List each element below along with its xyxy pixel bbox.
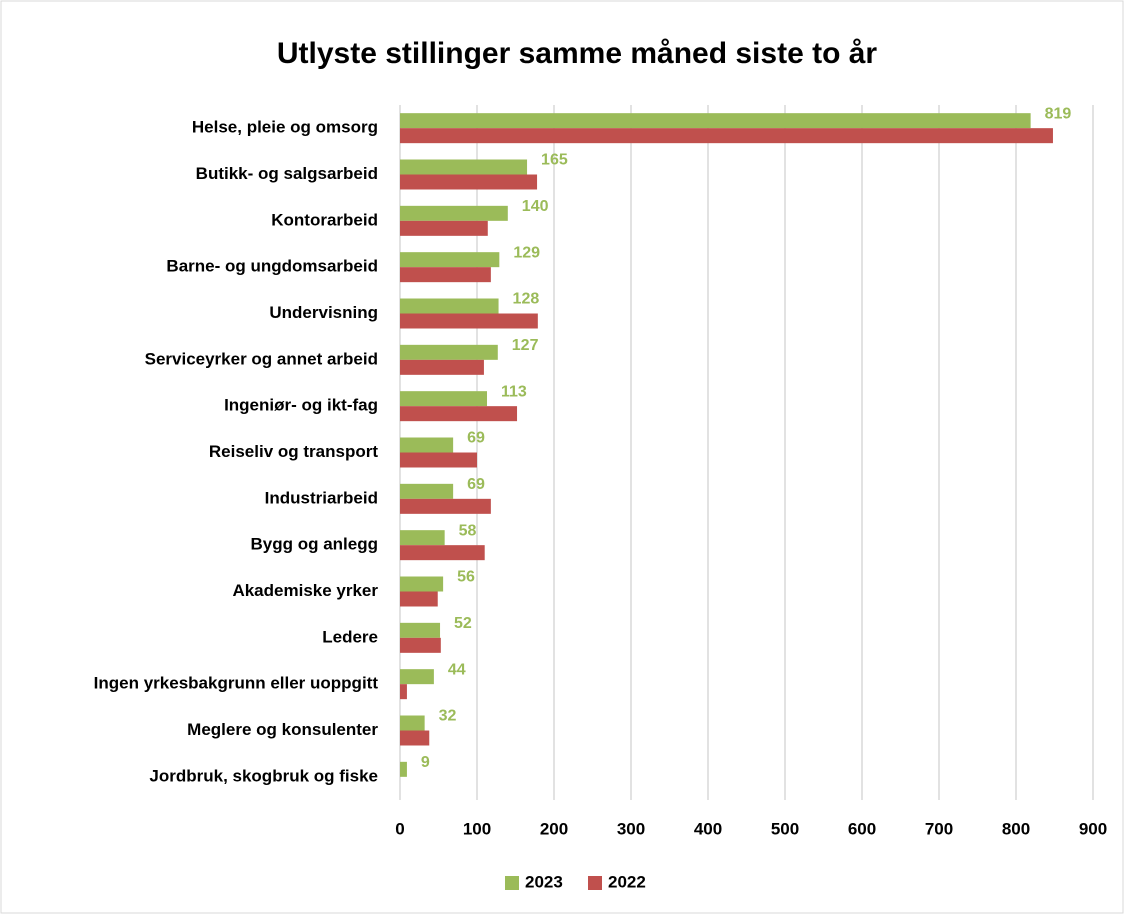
bar — [400, 669, 434, 685]
data-label: 819 — [1045, 105, 1072, 122]
data-label: 58 — [459, 522, 477, 539]
bar — [400, 530, 445, 546]
data-label: 69 — [467, 476, 485, 493]
y-tick-label: Akademiske yrker — [232, 581, 378, 600]
bar — [400, 159, 528, 175]
legend-swatch — [505, 876, 519, 890]
bar — [400, 128, 1053, 144]
legend-swatch — [588, 876, 602, 890]
legend-label: 2022 — [608, 872, 646, 891]
x-tick-label: 900 — [1079, 819, 1107, 838]
data-label: 32 — [439, 708, 457, 725]
data-label: 128 — [513, 291, 540, 308]
y-tick-label: Serviceyrker og annet arbeid — [145, 349, 378, 368]
bar — [400, 205, 508, 221]
legend-label: 2023 — [525, 872, 563, 891]
bar — [400, 406, 518, 422]
bar — [400, 313, 538, 329]
data-label: 165 — [541, 152, 568, 169]
y-tick-label: Barne- og ungdomsarbeid — [166, 257, 378, 276]
bar — [400, 437, 454, 453]
bar — [400, 298, 499, 314]
data-label: 129 — [513, 244, 540, 261]
y-tick-label: Meglere og konsulenter — [187, 720, 378, 739]
y-tick-label: Helse, pleie og omsorg — [192, 118, 378, 137]
bar — [400, 359, 484, 375]
y-tick-label: Reiseliv og transport — [209, 442, 378, 461]
bar — [400, 684, 407, 700]
x-tick-label: 0 — [395, 819, 404, 838]
bar — [400, 730, 430, 746]
x-tick-label: 600 — [848, 819, 876, 838]
bar — [400, 252, 500, 268]
bar — [400, 545, 485, 561]
bar — [400, 637, 441, 653]
y-tick-label: Industriarbeid — [265, 488, 378, 507]
bar — [400, 267, 491, 283]
data-label: 52 — [454, 615, 472, 632]
x-tick-label: 100 — [463, 819, 491, 838]
bar — [400, 622, 441, 638]
y-tick-label: Jordbruk, skogbruk og fiske — [149, 766, 378, 785]
y-tick-label: Undervisning — [269, 303, 378, 322]
bar — [400, 220, 488, 236]
bar — [400, 591, 438, 607]
data-label: 44 — [448, 661, 466, 678]
data-label: 9 — [421, 754, 430, 771]
x-tick-label: 300 — [617, 819, 645, 838]
bar — [400, 576, 444, 592]
x-tick-label: 500 — [771, 819, 799, 838]
chart-title: Utlyste stillinger samme måned siste to … — [277, 37, 878, 70]
data-label: 56 — [457, 569, 475, 586]
x-tick-label: 200 — [540, 819, 568, 838]
bar — [400, 761, 407, 777]
bar — [400, 715, 425, 731]
bar — [400, 174, 538, 190]
bar — [400, 113, 1031, 129]
y-tick-label: Bygg og anlegg — [251, 535, 379, 554]
data-label: 113 — [501, 383, 527, 400]
data-label: 127 — [512, 337, 539, 354]
bar — [400, 483, 454, 499]
bar — [400, 344, 498, 360]
y-tick-label: Ingeniør- og ikt-fag — [224, 396, 378, 415]
data-label: 69 — [467, 430, 485, 447]
bar — [400, 452, 477, 468]
x-tick-label: 700 — [925, 819, 953, 838]
y-tick-label: Kontorarbeid — [271, 210, 378, 229]
y-tick-label: Ledere — [322, 627, 378, 646]
x-tick-label: 800 — [1002, 819, 1030, 838]
y-tick-label: Ingen yrkesbakgrunn eller uoppgitt — [94, 674, 379, 693]
x-tick-label: 400 — [694, 819, 722, 838]
bar — [400, 391, 488, 407]
y-tick-label: Butikk- og salgsarbeid — [196, 164, 378, 183]
data-label: 140 — [522, 198, 549, 215]
bar — [400, 498, 491, 514]
